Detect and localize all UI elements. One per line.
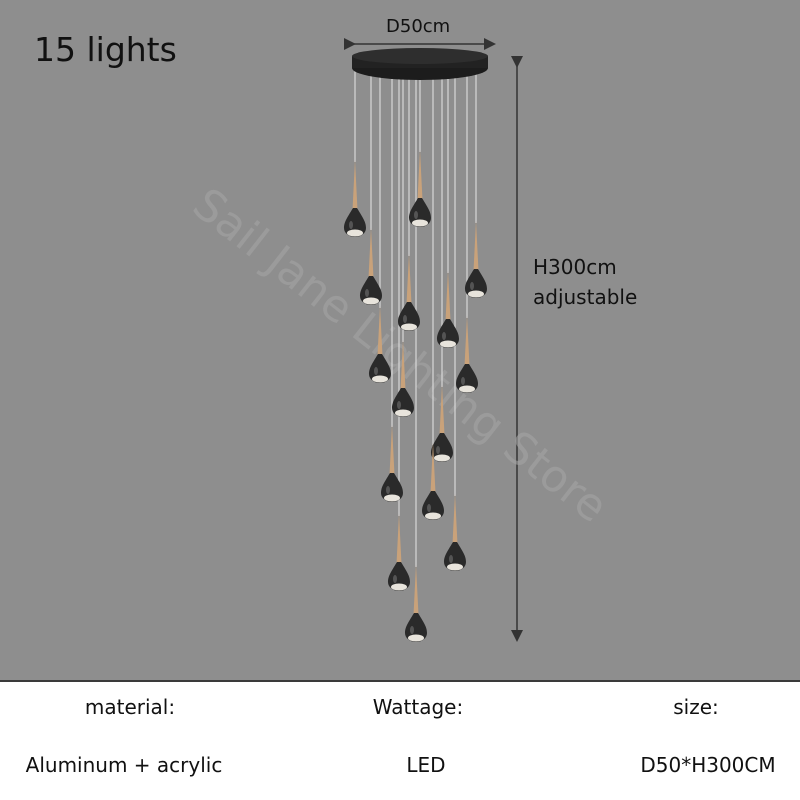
watermark: Sail Jane Lighting Store — [183, 178, 617, 532]
pendant-light — [456, 316, 478, 393]
diameter-label: D50cm — [386, 16, 451, 37]
pendant-light — [431, 385, 453, 462]
pendant-light — [344, 160, 366, 237]
pendant-light — [388, 514, 410, 591]
product-photo: Sail Jane Lighting Store 15 lights D50cm… — [0, 0, 800, 682]
wattage-label: Wattage: — [372, 695, 464, 719]
pendant-light — [405, 565, 427, 642]
pendant-light — [409, 150, 431, 227]
pendant-light — [444, 494, 466, 571]
light-count-title: 15 lights — [34, 30, 177, 69]
pendant-light — [437, 271, 459, 348]
size-label: size: — [673, 695, 719, 719]
pendant-light — [381, 425, 403, 502]
pendant-light — [360, 228, 382, 305]
pendant-light — [465, 221, 487, 298]
height-note: adjustable — [533, 285, 638, 309]
height-value: H300cm — [533, 255, 617, 279]
pendant-light — [398, 254, 420, 331]
height-label: H300cm adjustable — [533, 252, 637, 312]
material-value: Aluminum + acrylic — [25, 753, 223, 777]
material-label: material: — [84, 695, 176, 719]
pendant-light — [422, 443, 444, 520]
pendant-light — [369, 306, 391, 383]
wattage-value: LED — [406, 753, 446, 777]
size-value: D50*H300CM — [640, 753, 776, 777]
pendant-light — [392, 340, 414, 417]
pendant-lamp-illustration: Sail Jane Lighting Store — [183, 38, 617, 642]
